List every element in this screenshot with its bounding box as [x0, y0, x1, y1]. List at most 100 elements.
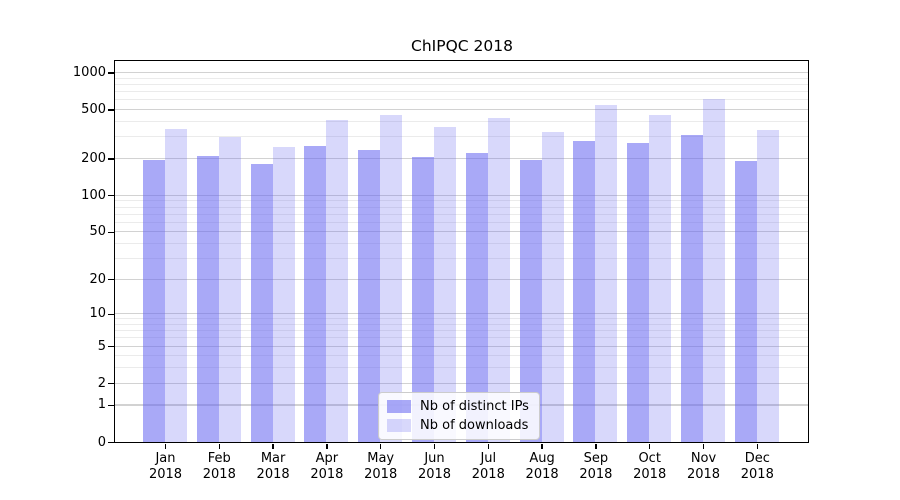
legend: Nb of distinct IPs Nb of downloads [378, 392, 540, 440]
bar-distinct-ips [304, 145, 327, 442]
x-axis-tick-label-line: Dec [744, 451, 770, 466]
x-axis-tick-label: Jul 2018 [456, 451, 520, 482]
y-tick-mark [108, 404, 114, 407]
y-tick-mark [108, 109, 114, 111]
major-gridline [115, 313, 808, 315]
bar-distinct-ips [465, 153, 488, 442]
bar-distinct-ips [250, 164, 273, 442]
x-tick-mark [541, 444, 543, 449]
x-axis-tick-label-line: 2018 [202, 466, 236, 482]
bar-downloads [434, 127, 456, 442]
minor-gridline [115, 200, 808, 202]
bar-downloads [165, 129, 187, 442]
y-axis-tick-label: 200 [81, 150, 106, 166]
minor-gridline [115, 324, 808, 326]
y-axis-tick-label: 100 [81, 187, 106, 203]
y-tick-mark [108, 441, 114, 444]
x-axis-tick-label-line: Jul [480, 451, 497, 466]
x-tick-mark [595, 444, 597, 449]
minor-gridline [115, 242, 808, 244]
y-tick-mark [108, 346, 114, 348]
legend-item-distinct-ips: Nb of distinct IPs [387, 399, 529, 414]
x-axis-tick-label-line: Sep [583, 451, 609, 466]
x-axis-tick-label-line: 2018 [310, 466, 344, 482]
minor-gridline [115, 136, 808, 138]
x-axis-tick-label: Aug 2018 [510, 451, 574, 482]
y-axis-tick-label: 0 [97, 434, 106, 450]
legend-item-downloads: Nb of downloads [387, 418, 529, 433]
x-axis-tick-label-line: Nov [690, 451, 717, 466]
chart-title: ChIPQC 2018 [411, 37, 513, 55]
y-axis-tick-label: 5 [97, 338, 106, 354]
bar-distinct-ips [681, 135, 703, 442]
x-axis-tick-label-line: May [367, 451, 395, 466]
minor-gridline [115, 221, 808, 223]
x-axis-tick-label-line: Jun [424, 451, 445, 466]
y-tick-mark [108, 72, 114, 74]
y-axis-tick-label: 2 [97, 375, 106, 391]
x-axis-tick-label: Mar 2018 [241, 451, 305, 482]
legend-swatch-distinct-ips [387, 400, 411, 413]
x-axis-tick-label-line: 2018 [256, 466, 290, 482]
x-axis-tick-label-line: 2018 [364, 466, 398, 482]
bar-downloads [380, 115, 403, 442]
x-axis-tick-label-line: Apr [315, 451, 339, 466]
x-axis-tick-label: Jun 2018 [403, 451, 467, 482]
y-tick-mark [108, 195, 114, 197]
x-axis-tick-label-line: 2018 [686, 466, 721, 482]
bar-distinct-ips [734, 161, 757, 442]
minor-gridline [115, 257, 808, 259]
x-tick-mark [756, 444, 758, 449]
x-axis-tick-label: Nov 2018 [672, 451, 736, 482]
x-axis-tick-label-line: 2018 [633, 466, 667, 482]
y-tick-mark [108, 383, 114, 385]
x-axis-tick-label-line: 2018 [740, 466, 774, 482]
x-axis-tick-label-line: 2018 [148, 466, 183, 482]
major-gridline [115, 108, 808, 111]
y-axis-tick-label: 1 [97, 397, 106, 413]
y-tick-mark [108, 158, 114, 160]
x-tick-mark [326, 444, 328, 449]
plot-area: Nb of distinct IPs Nb of downloads [114, 60, 809, 443]
x-axis-tick-label-line: 2018 [417, 466, 452, 482]
bar-distinct-ips [519, 159, 542, 442]
x-axis-tick-label-line: Jan [155, 451, 176, 466]
minor-gridline [115, 337, 808, 339]
x-axis-tick-label: Apr 2018 [295, 451, 359, 482]
y-tick-mark [108, 313, 114, 315]
minor-gridline [115, 330, 808, 332]
minor-gridline [115, 99, 808, 101]
minor-gridline [115, 355, 808, 357]
y-axis-tick-label: 50 [89, 224, 106, 240]
legend-label-distinct-ips: Nb of distinct IPs [420, 399, 529, 414]
bar-downloads [541, 131, 564, 442]
x-axis-tick-label-line: Oct [638, 451, 661, 466]
x-axis-tick-label: Jan 2018 [134, 451, 198, 482]
x-tick-mark [218, 444, 220, 449]
x-axis-tick-label-line: 2018 [579, 466, 613, 482]
legend-label-downloads: Nb of downloads [420, 418, 529, 433]
x-tick-mark [487, 444, 489, 449]
x-tick-mark [433, 444, 436, 449]
x-axis-tick-label: Oct 2018 [618, 451, 682, 482]
minor-gridline [115, 206, 808, 208]
x-tick-mark [272, 444, 274, 449]
bar-distinct-ips [573, 140, 596, 442]
bar-distinct-ips [627, 142, 650, 442]
bar-downloads [595, 105, 618, 442]
minor-gridline [115, 77, 808, 79]
x-tick-mark [380, 444, 382, 449]
x-axis-tick-label: May 2018 [349, 451, 413, 482]
legend-swatch-downloads [387, 419, 411, 432]
bar-distinct-ips [143, 159, 165, 442]
y-tick-mark [108, 231, 114, 233]
x-axis-tick-label-line: Feb [207, 451, 231, 466]
x-tick-mark [164, 444, 167, 449]
y-axis-tick-label: 1000 [72, 65, 106, 81]
x-axis-tick-label-line: Mar [260, 451, 286, 466]
bar-downloads [218, 136, 241, 442]
x-axis-tick-label-line: Aug [529, 451, 555, 466]
y-axis-tick-label: 500 [81, 102, 106, 118]
major-gridline [115, 194, 808, 196]
